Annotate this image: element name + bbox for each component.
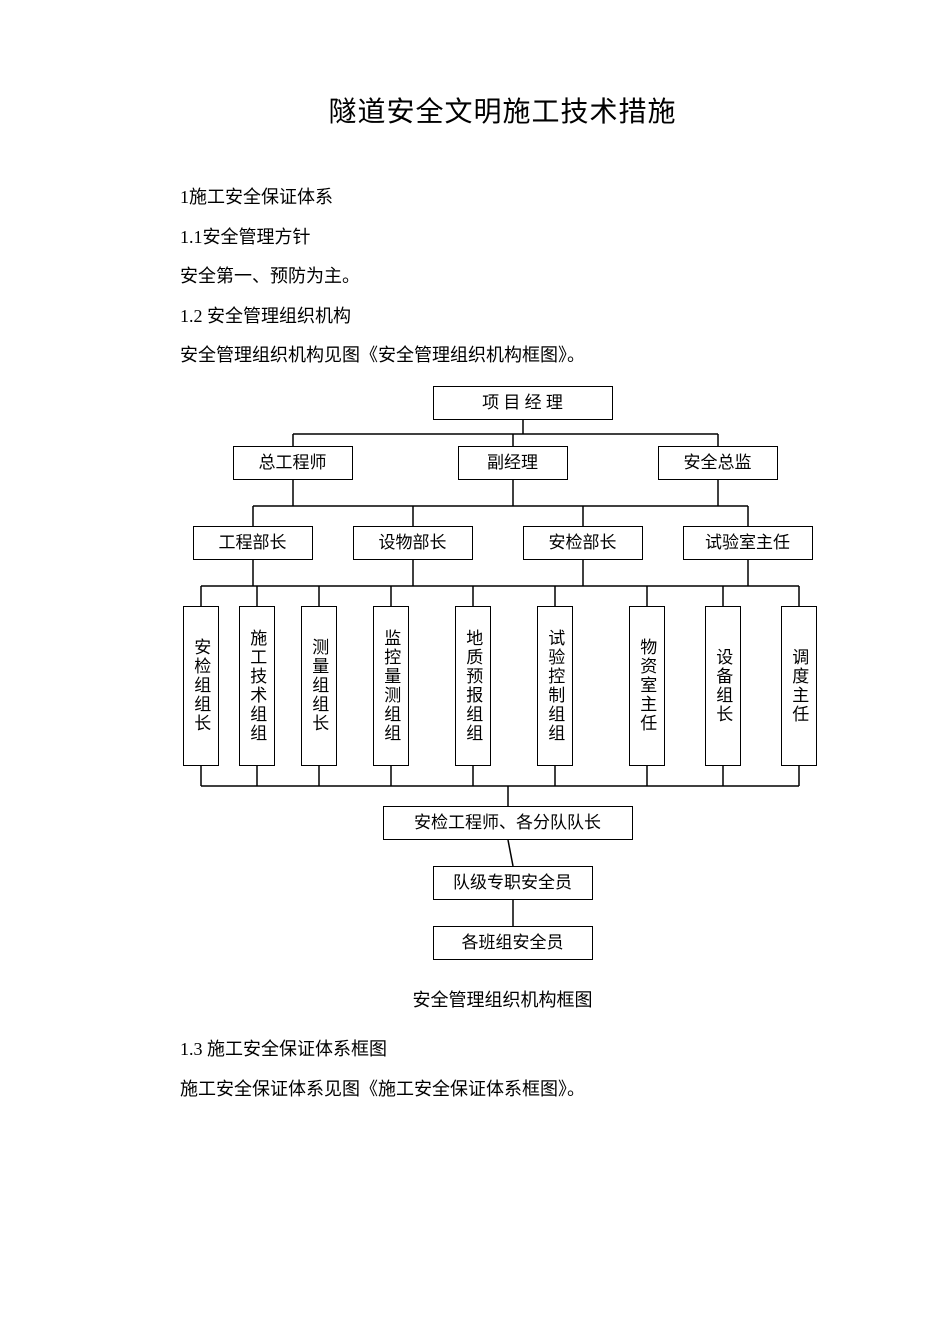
org-node-insp: 安检工程师、各分队队长 [383,806,633,840]
org-node-chief: 总工程师 [233,446,353,480]
chart-caption: 安全管理组织机构框图 [180,986,825,1012]
org-node-pm: 项 目 经 理 [433,386,613,420]
org-node-v8: 调度主任 [781,606,817,766]
org-node-team: 队级专职安全员 [433,866,593,900]
org-node-crew: 各班组安全员 [433,926,593,960]
body-text-2: 1.3 施工安全保证体系框图 施工安全保证体系见图《施工安全保证体系框图》。 [180,1030,825,1109]
org-chart: 项 目 经 理总工程师 副经理 安全总监工程部长 设物部长 安检部长 试验室主任安检组组长… [183,386,823,976]
org-node-v4: 地质预报组组 [455,606,491,766]
para-policy: 安全第一、预防为主。 [180,257,825,297]
document-page: 隧道安全文明施工技术措施 1施工安全保证体系 1.1安全管理方针 安全第一、预防… [0,0,945,1209]
heading-1-2: 1.2 安全管理组织机构 [180,297,825,337]
para-orgref: 安全管理组织机构见图《安全管理组织机构框图》。 [180,336,825,376]
org-node-safedir: 安全总监 [658,446,778,480]
org-node-v7: 设备组长 [705,606,741,766]
org-node-mat: 设物部长 [353,526,473,560]
org-node-v1: 施工技术组组 [239,606,275,766]
org-node-safec: 安检部长 [523,526,643,560]
heading-1-1: 1.1安全管理方针 [180,218,825,258]
org-node-deputy: 副经理 [458,446,568,480]
org-node-v0: 安检组组长 [183,606,219,766]
org-node-v5: 试验控制组组 [537,606,573,766]
org-node-v3: 监控量测组组 [373,606,409,766]
body-text: 1施工安全保证体系 1.1安全管理方针 安全第一、预防为主。 1.2 安全管理组… [180,178,825,376]
org-node-lab: 试验室主任 [683,526,813,560]
para-sysref: 施工安全保证体系见图《施工安全保证体系框图》。 [180,1070,825,1110]
heading-1: 1施工安全保证体系 [180,178,825,218]
heading-1-3: 1.3 施工安全保证体系框图 [180,1030,825,1070]
page-title: 隧道安全文明施工技术措施 [180,90,825,130]
org-node-v2: 测量组组长 [301,606,337,766]
org-node-eng: 工程部长 [193,526,313,560]
org-node-v6: 物资室主任 [629,606,665,766]
